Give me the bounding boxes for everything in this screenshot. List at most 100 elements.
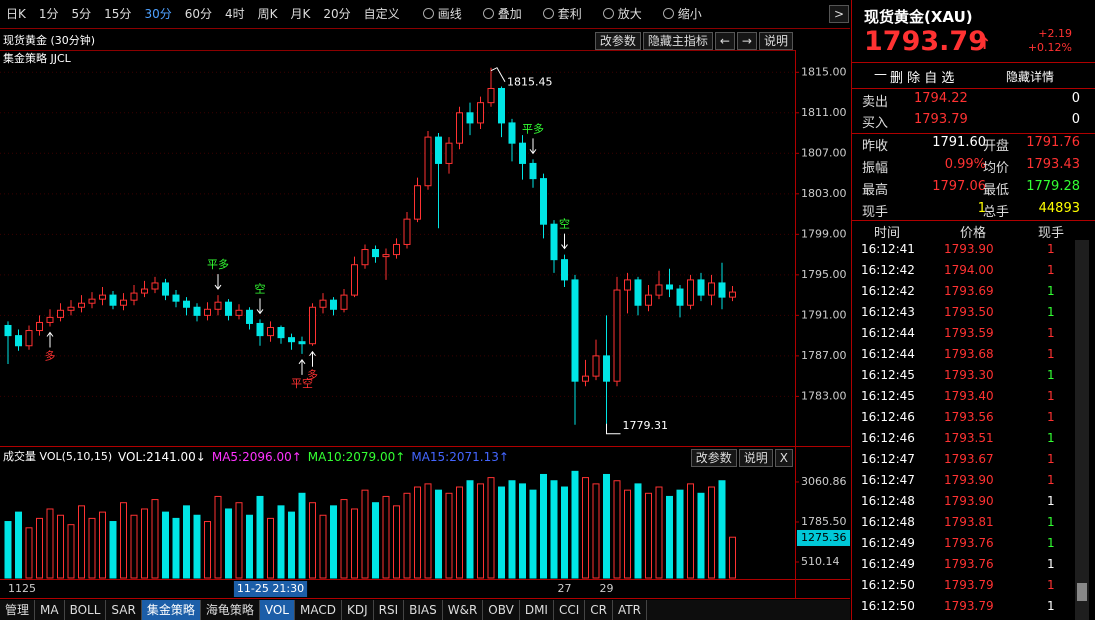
candle-body [519,142,526,164]
trade-time: 16:12:46 [861,431,915,445]
indicator-tab[interactable]: 海龟策略 [201,600,260,620]
indicator-tab[interactable]: 管理 [0,600,36,620]
chart: 现货黄金 (30分钟) 集金策略 JJCL 成交量 VOL(5,10,15) 1… [0,28,850,599]
indicator-tab[interactable]: ATR [613,600,647,620]
candle-body [582,375,589,382]
indicator-tab[interactable]: OBV [483,600,520,620]
high-label: 1815.45 [507,76,553,89]
volume-bar [655,486,663,579]
scroll-thumb[interactable] [1077,583,1087,601]
high-pointer [490,67,506,82]
candle-body [172,294,180,302]
trade-quantity: 1 [1047,242,1055,256]
period-button[interactable]: 20分 [323,7,351,21]
volume-bar [435,489,442,579]
volume-bar [183,505,190,579]
volume-bar [172,517,180,579]
period-button[interactable]: 4时 [225,7,245,21]
trade-time: 16:12:46 [861,410,915,424]
period-button[interactable]: 周K [257,7,278,21]
candle-body [267,327,274,337]
chart-button[interactable]: ← [714,32,735,50]
trade-price: 1794.00 [944,263,994,277]
candle-body [225,301,232,316]
indicator-tab[interactable]: SAR [106,600,142,620]
trade-quantity: 1 [1047,263,1055,277]
indicator-tab[interactable]: BOLL [65,600,107,620]
tool-button[interactable]: 叠加 [482,5,522,22]
y-tick-label: 1787.00 [801,349,847,362]
period-button[interactable]: 日K [6,7,26,21]
indicator-tab[interactable]: MACD [295,600,342,620]
indicator-tab[interactable]: CR [585,600,613,620]
tool-button[interactable]: 套利 [542,5,582,22]
indicator-tab[interactable]: W&R [443,600,484,620]
period-button[interactable]: 30分 [144,7,172,21]
collapse-button[interactable]: > [829,5,849,23]
chart-button[interactable]: 改参数 [594,32,641,50]
volume-button[interactable]: X [774,449,793,467]
chart-title: 现货黄金 (30分钟) [3,33,95,47]
stat-value: 1797.06 [932,179,986,194]
indicator-tab[interactable]: 集金策略 [141,600,201,620]
candle-body [676,288,684,306]
signal-label: 平多 [207,257,229,271]
trade-quantity: 1 [1047,368,1055,382]
delete-watch-button[interactable]: 删 除 自 选 [890,71,955,86]
volume-button[interactable]: 改参数 [690,449,737,467]
chart-button[interactable]: → [736,32,757,50]
volume-bar [256,495,264,579]
tool-label: 缩小 [677,7,702,21]
scrollbar[interactable] [1075,240,1089,620]
indicator-tab[interactable]: DMI [520,600,554,620]
trade-time: 16:12:43 [861,305,915,319]
volume-bar [141,508,148,579]
period-button[interactable]: 15分 [104,7,132,21]
indicator-tab[interactable]: MA [35,600,65,620]
volume-bar [687,483,694,579]
volume-bar [529,489,537,579]
period-button[interactable]: 60分 [184,7,212,21]
signal-label: 平多 [522,121,544,135]
volume-bar [697,492,705,579]
tool-button[interactable]: 缩小 [662,5,702,22]
period-button[interactable]: 1分 [38,7,59,21]
candle-body [708,282,715,296]
period-button[interactable]: 自定义 [363,7,400,21]
indicator-tab[interactable]: RSI [374,600,405,620]
candle-body [718,282,726,298]
period-button[interactable]: 月K [290,7,311,21]
tool-button[interactable]: 放大 [602,5,642,22]
stat-label: 振幅 [862,161,889,176]
trade-price: 1793.50 [944,305,994,319]
candle-body [687,279,694,306]
candle-body [372,249,379,258]
tool-button[interactable]: 画线 [422,5,462,22]
signal-label: 空 [255,281,266,295]
marker-label: 1275.36 [801,531,847,544]
y-tick-label: 1785.50 [801,515,847,528]
hide-details-button[interactable]: 隐藏详情 [1006,70,1055,84]
tool-icon [482,8,494,19]
trade-time: 16:12:49 [861,557,915,571]
chart-button[interactable]: 隐藏主指标 [642,32,713,50]
trade-quantity: 1 [1047,599,1055,613]
trade-time: 16:12:48 [861,515,915,529]
volume-bar [120,502,127,579]
candle-body [340,294,348,310]
low-label: 1779.31 [623,419,669,432]
tool-label: 套利 [557,7,582,21]
indicator-tab[interactable]: BIAS [404,600,443,620]
indicator-tab[interactable]: CCI [554,600,586,620]
candle-body [99,294,106,300]
volume-bar [561,486,568,579]
period-button[interactable]: 5分 [71,7,92,21]
signal-arrow [309,350,316,367]
volume-button[interactable]: 说明 [738,449,773,467]
indicator-tab[interactable]: VOL [259,600,295,620]
chart-button[interactable]: 说明 [758,32,793,50]
volume-bar [624,489,631,579]
candle-body [445,142,453,164]
volume-bar [204,521,211,579]
indicator-tab[interactable]: KDJ [342,600,374,620]
